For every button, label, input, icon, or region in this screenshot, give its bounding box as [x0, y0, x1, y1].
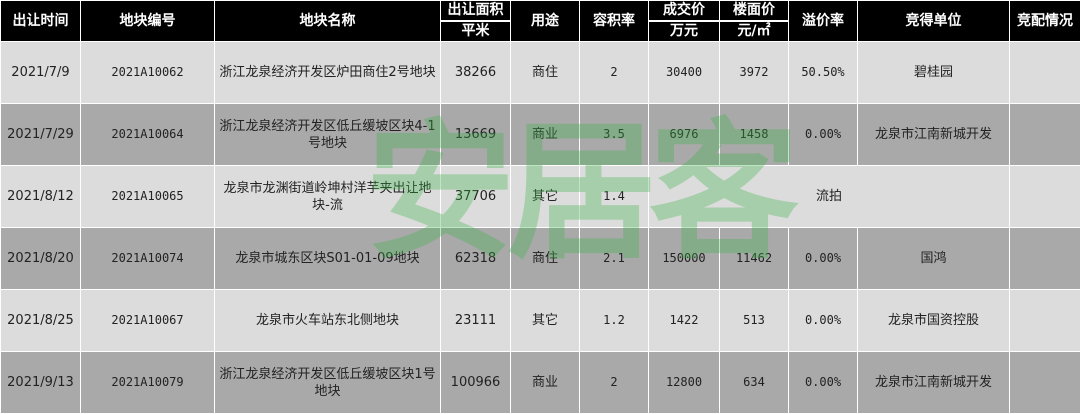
- bidding-cell: [1010, 104, 1080, 166]
- name-cell: 浙江龙泉经济开发区低丘缓坡区块4-1号地块: [215, 104, 441, 166]
- column-header-label: 出让面积: [441, 1, 510, 22]
- name-cell: 龙泉市火车站东北侧地块: [215, 290, 441, 352]
- area-cell: 100966: [441, 352, 511, 414]
- name-cell: 浙江龙泉经济开发区炉田商住2号地块: [215, 42, 441, 104]
- column-header: 成交价万元: [649, 1, 720, 42]
- area-cell: 37706: [441, 166, 511, 228]
- premium-cell: 50.50%: [789, 42, 858, 104]
- use-cell: 其它: [511, 290, 580, 352]
- column-header: 地块编号: [81, 1, 215, 42]
- date-cell: 2021/7/9: [1, 42, 81, 104]
- result-cell: 流拍: [649, 166, 1010, 228]
- date-cell: 2021/8/25: [1, 290, 81, 352]
- code-cell: 2021A10062: [81, 42, 215, 104]
- unit-price-cell: 11462: [720, 228, 789, 290]
- code-cell: 2021A10065: [81, 166, 215, 228]
- premium-cell: 0.00%: [789, 228, 858, 290]
- unit-price-cell: 1458: [720, 104, 789, 166]
- code-cell: 2021A10079: [81, 352, 215, 414]
- date-cell: 2021/7/29: [1, 104, 81, 166]
- name-cell: 龙泉市城东区块S01-01-09地块: [215, 228, 441, 290]
- far-cell: 2: [580, 352, 649, 414]
- column-header: 楼面价元/㎡: [720, 1, 789, 42]
- name-cell: 浙江龙泉经济开发区低丘缓坡区块1号地块: [215, 352, 441, 414]
- column-header-unit: 万元: [649, 22, 719, 41]
- far-cell: 1.2: [580, 290, 649, 352]
- price-cell: 30400: [649, 42, 720, 104]
- date-cell: 2021/9/13: [1, 352, 81, 414]
- date-cell: 2021/8/12: [1, 166, 81, 228]
- bidding-cell: [1010, 290, 1080, 352]
- winner-cell: 龙泉市江南新城开发: [858, 352, 1010, 414]
- price-cell: 150000: [649, 228, 720, 290]
- use-cell: 其它: [511, 166, 580, 228]
- date-cell: 2021/8/20: [1, 228, 81, 290]
- column-header: 竞配情况: [1010, 1, 1080, 42]
- use-cell: 商业: [511, 352, 580, 414]
- use-cell: 商住: [511, 228, 580, 290]
- price-cell: 6976: [649, 104, 720, 166]
- column-header-unit: 平米: [441, 22, 510, 41]
- far-cell: 1.4: [580, 166, 649, 228]
- unit-price-cell: 634: [720, 352, 789, 414]
- use-cell: 商业: [511, 104, 580, 166]
- column-header-label: 楼面价: [720, 1, 788, 22]
- winner-cell: 国鸿: [858, 228, 1010, 290]
- column-header: 地块名称: [215, 1, 441, 42]
- column-header: 出让面积平米: [441, 1, 511, 42]
- far-cell: 3.5: [580, 104, 649, 166]
- area-cell: 23111: [441, 290, 511, 352]
- code-cell: 2021A10064: [81, 104, 215, 166]
- price-cell: 12800: [649, 352, 720, 414]
- winner-cell: 龙泉市江南新城开发: [858, 104, 1010, 166]
- area-cell: 62318: [441, 228, 511, 290]
- column-header: 容积率: [580, 1, 649, 42]
- bidding-cell: [1010, 42, 1080, 104]
- column-header: 竞得单位: [858, 1, 1010, 42]
- bidding-cell: [1010, 352, 1080, 414]
- column-header-label: 成交价: [649, 1, 719, 22]
- area-cell: 13669: [441, 104, 511, 166]
- code-cell: 2021A10074: [81, 228, 215, 290]
- unit-price-cell: 513: [720, 290, 789, 352]
- column-header: 出让时间: [1, 1, 81, 42]
- code-cell: 2021A10067: [81, 290, 215, 352]
- premium-cell: 0.00%: [789, 290, 858, 352]
- column-header-unit: 元/㎡: [720, 22, 788, 41]
- price-cell: 1422: [649, 290, 720, 352]
- winner-cell: 碧桂园: [858, 42, 1010, 104]
- bidding-cell: [1010, 228, 1080, 290]
- column-header: 用途: [511, 1, 580, 42]
- far-cell: 2: [580, 42, 649, 104]
- use-cell: 商住: [511, 42, 580, 104]
- winner-cell: 龙泉市国资控股: [858, 290, 1010, 352]
- bidding-cell: [1010, 166, 1080, 228]
- column-header: 溢价率: [789, 1, 858, 42]
- premium-cell: 0.00%: [789, 352, 858, 414]
- unit-price-cell: 3972: [720, 42, 789, 104]
- premium-cell: 0.00%: [789, 104, 858, 166]
- name-cell: 龙泉市龙渊街道岭坤村洋芋夹出让地块-流: [215, 166, 441, 228]
- far-cell: 2.1: [580, 228, 649, 290]
- area-cell: 38266: [441, 42, 511, 104]
